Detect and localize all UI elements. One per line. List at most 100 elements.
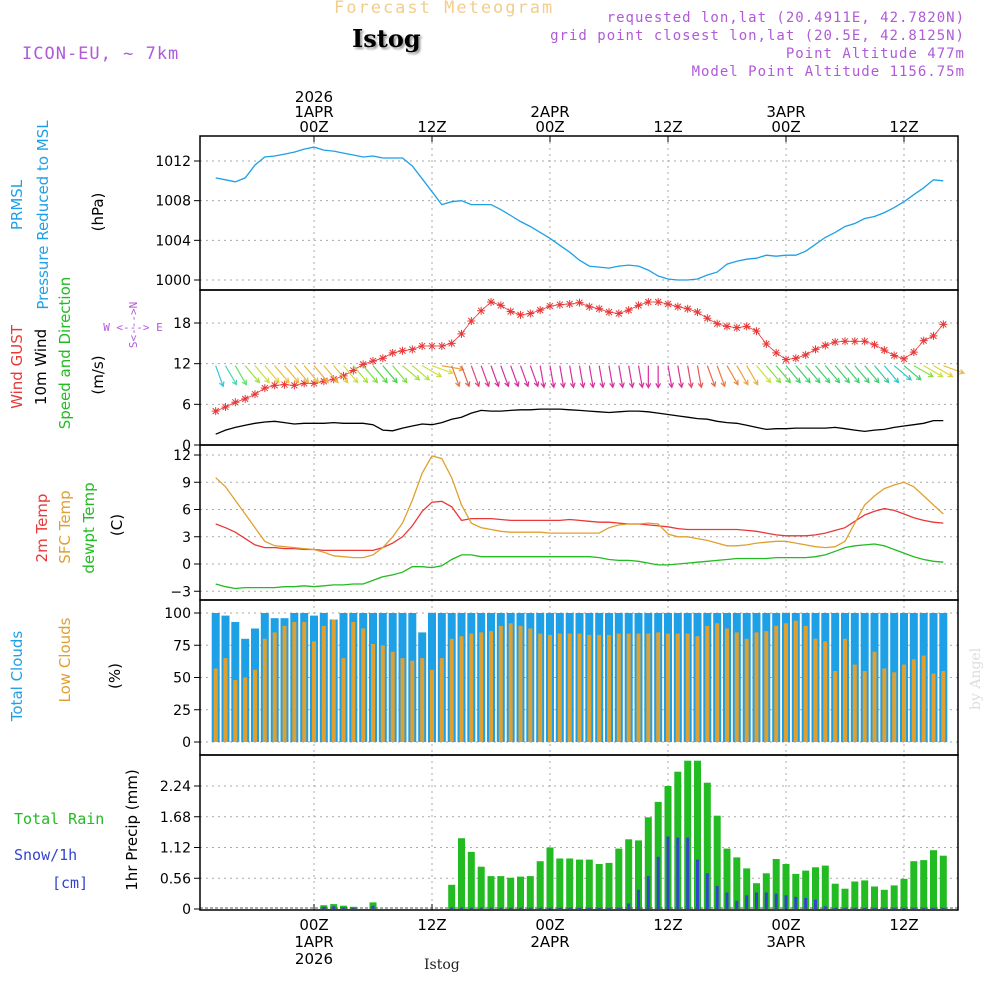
wind-arrow — [500, 365, 510, 388]
location-title: Istog — [352, 24, 421, 53]
wind-arrow — [539, 365, 547, 389]
rain-bar — [654, 801, 662, 909]
total-clouds-label: Total Clouds — [8, 631, 26, 723]
rain-bar — [851, 881, 859, 909]
low-cloud-bar — [390, 651, 395, 742]
wind-arrow — [805, 365, 821, 384]
low-cloud-bar — [430, 669, 434, 742]
meteogram-title: Forecast Meteogram — [334, 0, 555, 18]
low-cloud-bar — [331, 619, 336, 742]
wind-arrow — [293, 365, 310, 384]
temp-2m-label: 2m Temp — [33, 494, 51, 563]
wind-arrow — [746, 365, 759, 386]
wind-speed-line — [215, 408, 944, 435]
snow-bar — [568, 907, 572, 909]
precip-bars — [320, 760, 947, 909]
rain-bar — [546, 847, 554, 909]
rain-bar — [703, 782, 711, 909]
rain-bar — [585, 859, 593, 909]
snow-bar — [892, 907, 896, 909]
snow-label: Snow/1h — [14, 846, 77, 864]
snow-bar — [696, 859, 699, 909]
low-cloud-bar — [892, 672, 897, 742]
snow-bar — [607, 907, 611, 909]
low-cloud-bar — [666, 633, 670, 742]
rain-bar — [566, 858, 574, 909]
rain-bar — [458, 838, 465, 909]
time-label-top: 00Z — [535, 118, 564, 136]
rain-bar — [890, 885, 898, 909]
wind-arrow — [893, 365, 912, 381]
low-cloud-bar — [577, 633, 582, 742]
snow-bar — [912, 907, 916, 909]
low-cloud-bar — [361, 628, 366, 742]
model-point-altitude: Model Point Altitude 1156.75m — [691, 64, 965, 80]
compass-north-south: S<--->N — [127, 302, 140, 348]
low-cloud-bar — [528, 628, 533, 742]
time-label-bottom: 2026 — [295, 950, 333, 968]
rain-bar — [772, 859, 780, 909]
wind-arrow — [645, 365, 652, 389]
wind-arrow — [490, 365, 500, 388]
wind-arrow — [588, 365, 596, 389]
wind-arrow — [933, 365, 954, 378]
time-label-bottom: 2APR — [530, 933, 569, 951]
wind-arrow — [323, 365, 339, 384]
wind-arrow — [569, 365, 576, 389]
low-cloud-bar — [646, 633, 651, 742]
wind-arrow — [224, 365, 238, 386]
time-label-top: 12Z — [417, 118, 446, 136]
wind-arrow — [362, 365, 379, 384]
y-tick-label: 50 — [173, 671, 191, 687]
wind-arrow — [677, 365, 684, 389]
snow-bar — [804, 898, 808, 909]
wind-arrow — [244, 365, 261, 384]
low-cloud-bar — [243, 677, 248, 742]
wind-arrow — [264, 365, 280, 384]
panel-frame — [199, 289, 959, 446]
low-cloud-bar — [784, 623, 788, 742]
y-tick-label: 2.24 — [160, 779, 191, 795]
rain-bar — [812, 867, 819, 909]
rain-bar — [684, 760, 692, 909]
time-label-top: 12Z — [653, 118, 682, 136]
requested-coords: requested lon,lat (20.4911E, 42.7820N) — [606, 10, 965, 26]
y-tick-label: 1008 — [155, 194, 191, 210]
y-tick-label: 1012 — [155, 154, 191, 170]
y-tick-label: 0 — [182, 902, 191, 918]
low-cloud-bar — [223, 658, 228, 742]
clouds-unit: (%) — [106, 663, 124, 689]
wind-arrow — [421, 365, 443, 378]
low-cloud-bar — [272, 632, 277, 742]
wind-arrow — [618, 365, 625, 389]
low-cloud-bar — [262, 638, 267, 742]
time-label-top: 2026 — [295, 88, 333, 106]
low-cloud-bar — [764, 631, 769, 742]
wind-arrow — [716, 365, 727, 388]
wind-arrow — [706, 365, 717, 388]
wind-arrow — [559, 365, 566, 389]
rain-bar — [340, 905, 347, 909]
time-label-top: 2APR — [530, 103, 569, 121]
wind-arrow — [382, 365, 398, 384]
low-cloud-bar — [567, 633, 572, 742]
low-cloud-bar — [843, 638, 847, 742]
low-cloud-bar — [282, 625, 287, 742]
wind-arrow — [529, 365, 540, 388]
snow-bar — [676, 837, 680, 909]
low-cloud-bar — [380, 645, 385, 743]
y-tick-label: 25 — [173, 703, 191, 719]
wind-arrow — [598, 365, 606, 389]
wind-arrow — [923, 365, 944, 378]
low-cloud-bar — [902, 664, 906, 742]
wind-arrow — [274, 365, 290, 384]
temp-unit: (C) — [108, 514, 126, 536]
rain-bar — [910, 861, 918, 909]
wind-arrow — [352, 365, 369, 384]
snow-bar — [715, 885, 719, 909]
snow-bar — [784, 895, 788, 909]
low-cloud-bar — [774, 625, 779, 742]
rain-bar — [605, 862, 613, 909]
low-cloud-bar — [351, 622, 356, 742]
